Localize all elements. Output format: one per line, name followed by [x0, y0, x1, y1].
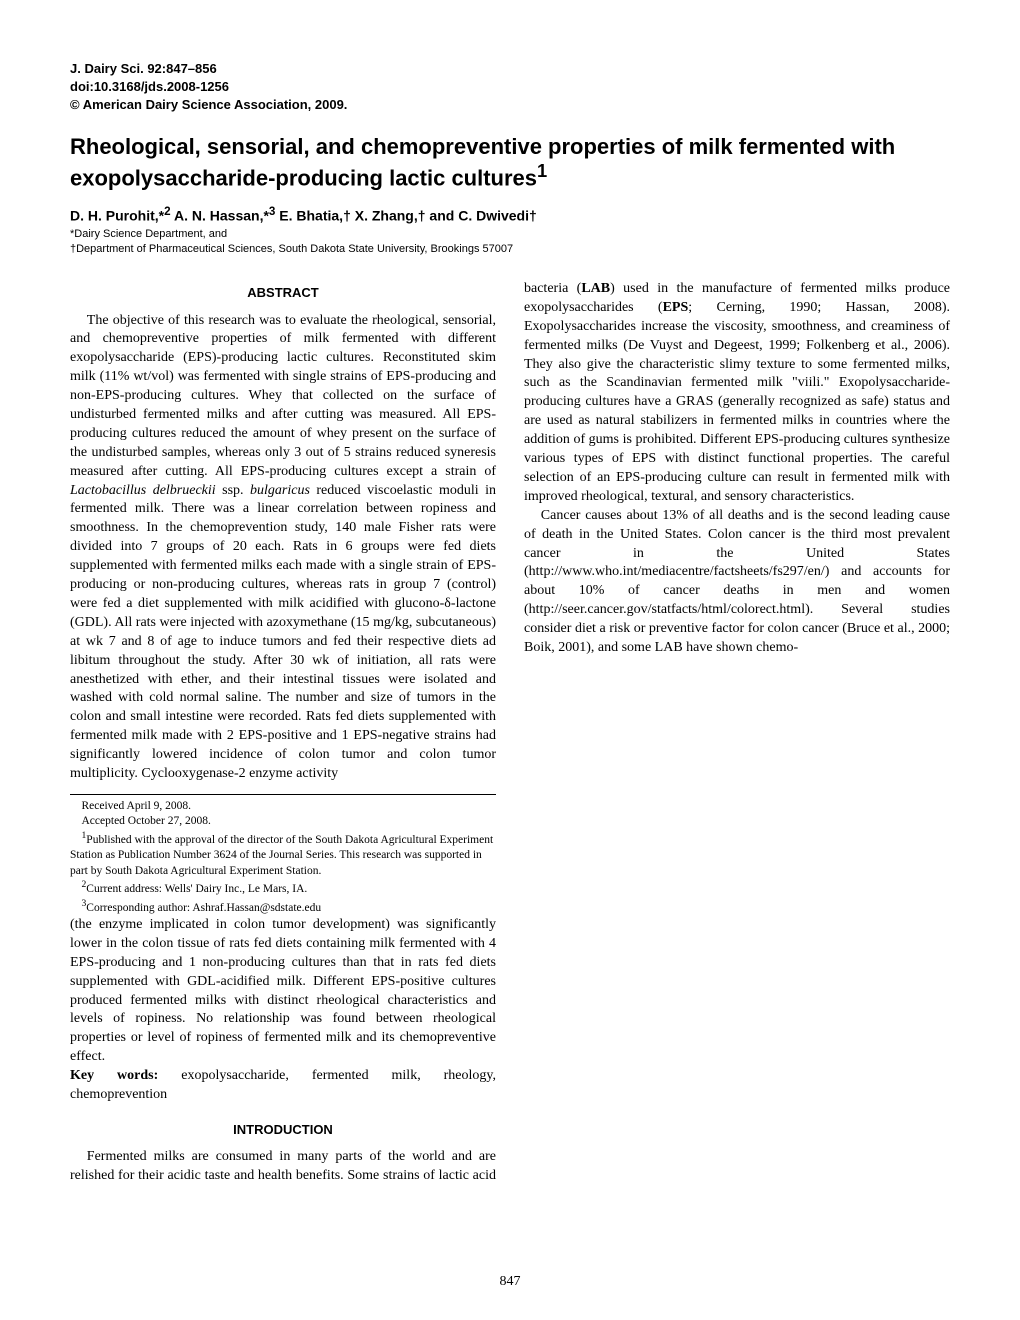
author-list: D. H. Purohit,*2 A. N. Hassan,*3 E. Bhat… [70, 204, 950, 226]
body-columns: ABSTRACT The objective of this research … [70, 280, 950, 1200]
footnote-text: Current address: Wells' Dairy Inc., Le M… [86, 883, 307, 895]
abstract-body: The objective of this research was to ev… [70, 312, 496, 784]
abstract-continuation: (the enzyme implicated in colon tumor de… [70, 916, 496, 1067]
affiliation-line: †Department of Pharmaceutical Sciences, … [70, 242, 950, 256]
affiliation-line: *Dairy Science Department, and [70, 227, 950, 241]
footnotes-block: Received April 9, 2008. Accepted October… [70, 794, 496, 916]
title-text: Rheological, sensorial, and chemoprevent… [70, 134, 895, 191]
footnote-3: 3Corresponding author: Ashraf.Hassan@sds… [70, 898, 496, 916]
keywords: Key words: exopolysaccharide, fermented … [70, 1067, 496, 1105]
footnote-text: Corresponding author: Ashraf.Hassan@sdst… [86, 901, 321, 913]
abstract-heading: ABSTRACT [70, 284, 496, 302]
introduction-para-2: Cancer causes about 13% of all deaths an… [524, 507, 950, 658]
affiliations: *Dairy Science Department, and †Departme… [70, 227, 950, 256]
footnote-received: Received April 9, 2008. [70, 799, 496, 815]
doi: doi:10.3168/jds.2008-1256 [70, 78, 950, 96]
footnote-1: 1Published with the approval of the dire… [70, 830, 496, 879]
page-number: 847 [0, 1273, 1020, 1292]
footnote-accepted: Accepted October 27, 2008. [70, 814, 496, 830]
title-footnote-marker: 1 [537, 160, 547, 181]
introduction-heading: INTRODUCTION [70, 1121, 496, 1139]
journal-citation: J. Dairy Sci. 92:847–856 [70, 60, 950, 78]
keywords-label: Key words: [70, 1068, 158, 1083]
footnote-text: Published with the approval of the direc… [70, 834, 493, 877]
article-title: Rheological, sensorial, and chemoprevent… [70, 133, 950, 192]
journal-header: J. Dairy Sci. 92:847–856 doi:10.3168/jds… [70, 60, 950, 115]
footnote-2: 2Current address: Wells' Dairy Inc., Le … [70, 879, 496, 897]
copyright: © American Dairy Science Association, 20… [70, 96, 950, 114]
